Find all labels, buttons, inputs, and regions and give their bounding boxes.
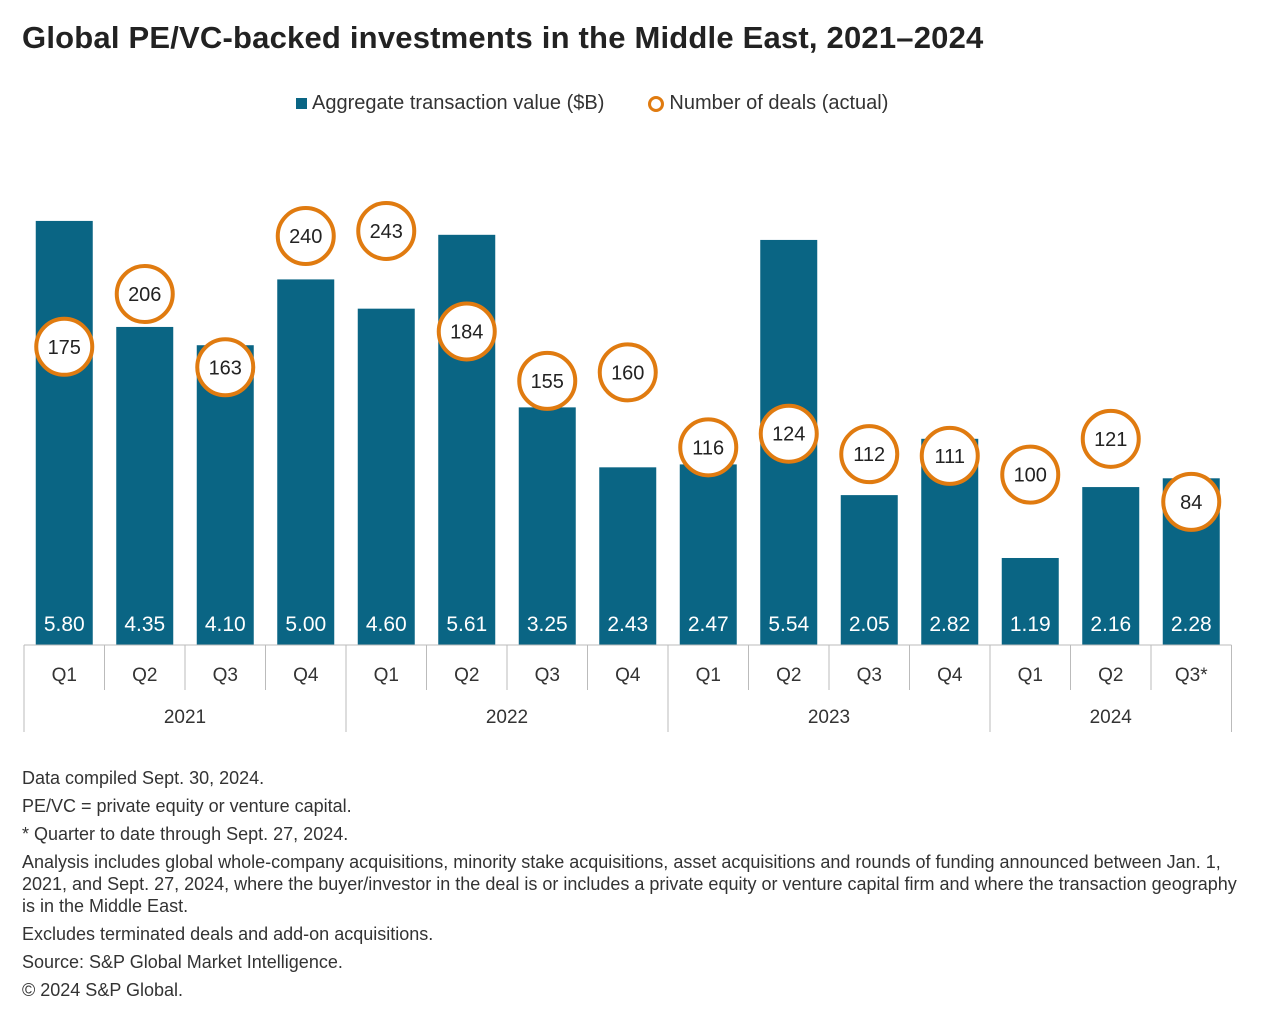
deal-count-label: 206 bbox=[128, 284, 161, 306]
quarter-tick-label: Q2 bbox=[776, 665, 801, 686]
bar-value-label: 2.16 bbox=[1090, 613, 1131, 636]
deal-count-label: 160 bbox=[611, 362, 644, 384]
deal-marker bbox=[34, 316, 95, 377]
quarter-tick-label: Q2 bbox=[132, 665, 157, 686]
deal-marker bbox=[195, 337, 256, 398]
bar bbox=[277, 279, 335, 645]
legend-label: Aggregate transaction value ($B) bbox=[312, 92, 605, 114]
legend-item-deals: Number of deals (actual) bbox=[648, 92, 888, 115]
deal-marker bbox=[1000, 444, 1061, 505]
chart-plot: 5.80 175 Q1 4.35 206 Q2 4.10 163 Q3 5.00 240 Q4 4.60… bbox=[23, 200, 1232, 732]
legend-label: Number of deals (actual) bbox=[669, 92, 889, 114]
quarter-tick-label: Q3 bbox=[857, 665, 882, 686]
deal-count-label: 84 bbox=[1180, 492, 1202, 514]
bar-value-label: 2.43 bbox=[607, 613, 648, 636]
quarter-tick-label: Q1 bbox=[374, 665, 399, 686]
year-tick-label: 2024 bbox=[1090, 707, 1133, 728]
bar-value-label: 5.61 bbox=[446, 613, 487, 636]
deal-count-label: 112 bbox=[853, 444, 885, 466]
deal-count-label: 121 bbox=[1094, 429, 1127, 451]
quarter-tick-label: Q3 bbox=[213, 665, 238, 686]
bar bbox=[438, 234, 496, 645]
bar-value-label: 2.82 bbox=[929, 613, 970, 636]
bar-value-label: 1.19 bbox=[1010, 613, 1051, 636]
deal-count-label: 111 bbox=[935, 446, 965, 468]
year-tick-label: 2022 bbox=[486, 707, 528, 728]
deal-marker bbox=[356, 200, 417, 261]
deal-marker bbox=[597, 342, 658, 403]
quarter-tick-label: Q1 bbox=[52, 665, 77, 686]
deal-count-label: 240 bbox=[289, 226, 322, 248]
bar-value-label: 5.00 bbox=[285, 613, 326, 636]
bar bbox=[518, 407, 576, 645]
footnote-line: PE/VC = private equity or venture capita… bbox=[22, 796, 352, 816]
quarter-tick-label: Q3 bbox=[535, 665, 560, 686]
legend-item-value: Aggregate transaction value ($B) bbox=[296, 92, 604, 115]
bar-value-label: 5.54 bbox=[768, 613, 809, 636]
deal-count-label: 184 bbox=[450, 321, 483, 343]
deal-marker bbox=[1080, 408, 1141, 469]
year-tick-label: 2021 bbox=[164, 707, 206, 728]
deal-marker bbox=[275, 206, 336, 267]
bar bbox=[116, 326, 174, 645]
bar bbox=[35, 220, 93, 645]
deal-count-label: 175 bbox=[48, 337, 81, 359]
quarter-tick-label: Q4 bbox=[937, 665, 963, 686]
footnote-line: © 2024 S&P Global. bbox=[22, 980, 184, 1000]
year-tick-label: 2023 bbox=[808, 707, 850, 728]
bar-value-label: 2.05 bbox=[849, 613, 890, 636]
footnote-line: Excludes terminated deals and add-on acq… bbox=[22, 924, 434, 944]
bar bbox=[1082, 487, 1140, 645]
deal-marker bbox=[517, 350, 578, 411]
deal-marker bbox=[114, 263, 175, 324]
deal-count-label: 116 bbox=[692, 437, 724, 459]
bar-value-label: 2.47 bbox=[688, 613, 729, 636]
quarter-tick-label: Q4 bbox=[293, 665, 319, 686]
bar-value-label: 4.10 bbox=[205, 613, 246, 636]
bar bbox=[1001, 557, 1059, 645]
deal-marker bbox=[1161, 471, 1222, 532]
quarter-tick-label: Q1 bbox=[1018, 665, 1043, 686]
deal-count-label: 124 bbox=[772, 424, 805, 446]
deal-count-label: 163 bbox=[209, 357, 242, 379]
deal-count-label: 100 bbox=[1014, 465, 1047, 487]
quarter-tick-label: Q2 bbox=[454, 665, 479, 686]
deal-count-label: 243 bbox=[370, 221, 403, 243]
footnote-line: * Quarter to date through Sept. 27, 2024… bbox=[22, 824, 349, 844]
quarter-tick-label: Q4 bbox=[615, 665, 641, 686]
bar-value-label: 5.80 bbox=[44, 613, 85, 636]
bar-value-label: 2.28 bbox=[1171, 613, 1212, 636]
bar bbox=[599, 467, 657, 645]
deal-count-label: 155 bbox=[531, 371, 564, 393]
deal-marker bbox=[678, 417, 739, 478]
deal-marker bbox=[839, 424, 900, 485]
deal-marker bbox=[758, 403, 819, 464]
quarter-tick-label: Q2 bbox=[1098, 665, 1123, 686]
bar bbox=[679, 464, 737, 645]
bar-swatch-icon bbox=[296, 98, 307, 109]
footnote-line: Analysis includes global whole-company a… bbox=[22, 852, 1237, 916]
footnotes: Data compiled Sept. 30, 2024. PE/VC = pri… bbox=[22, 767, 1252, 1007]
footnote-line: Data compiled Sept. 30, 2024. bbox=[22, 768, 265, 788]
legend: Aggregate transaction value ($B) Number … bbox=[296, 92, 888, 115]
quarter-tick-label: Q1 bbox=[696, 665, 721, 686]
circle-marker-icon bbox=[648, 95, 665, 112]
bar-value-label: 3.25 bbox=[527, 613, 568, 636]
chart-title: Global PE/VC-backed investments in the M… bbox=[22, 20, 984, 55]
bar-value-label: 4.35 bbox=[124, 613, 165, 636]
deal-marker bbox=[436, 301, 497, 362]
quarter-tick-label: Q3* bbox=[1175, 665, 1208, 686]
deal-marker bbox=[919, 425, 980, 486]
bar-value-label: 4.60 bbox=[366, 613, 407, 636]
footnote-line: Source: S&P Global Market Intelligence. bbox=[22, 952, 343, 972]
bar bbox=[357, 308, 415, 645]
bar bbox=[840, 495, 898, 645]
